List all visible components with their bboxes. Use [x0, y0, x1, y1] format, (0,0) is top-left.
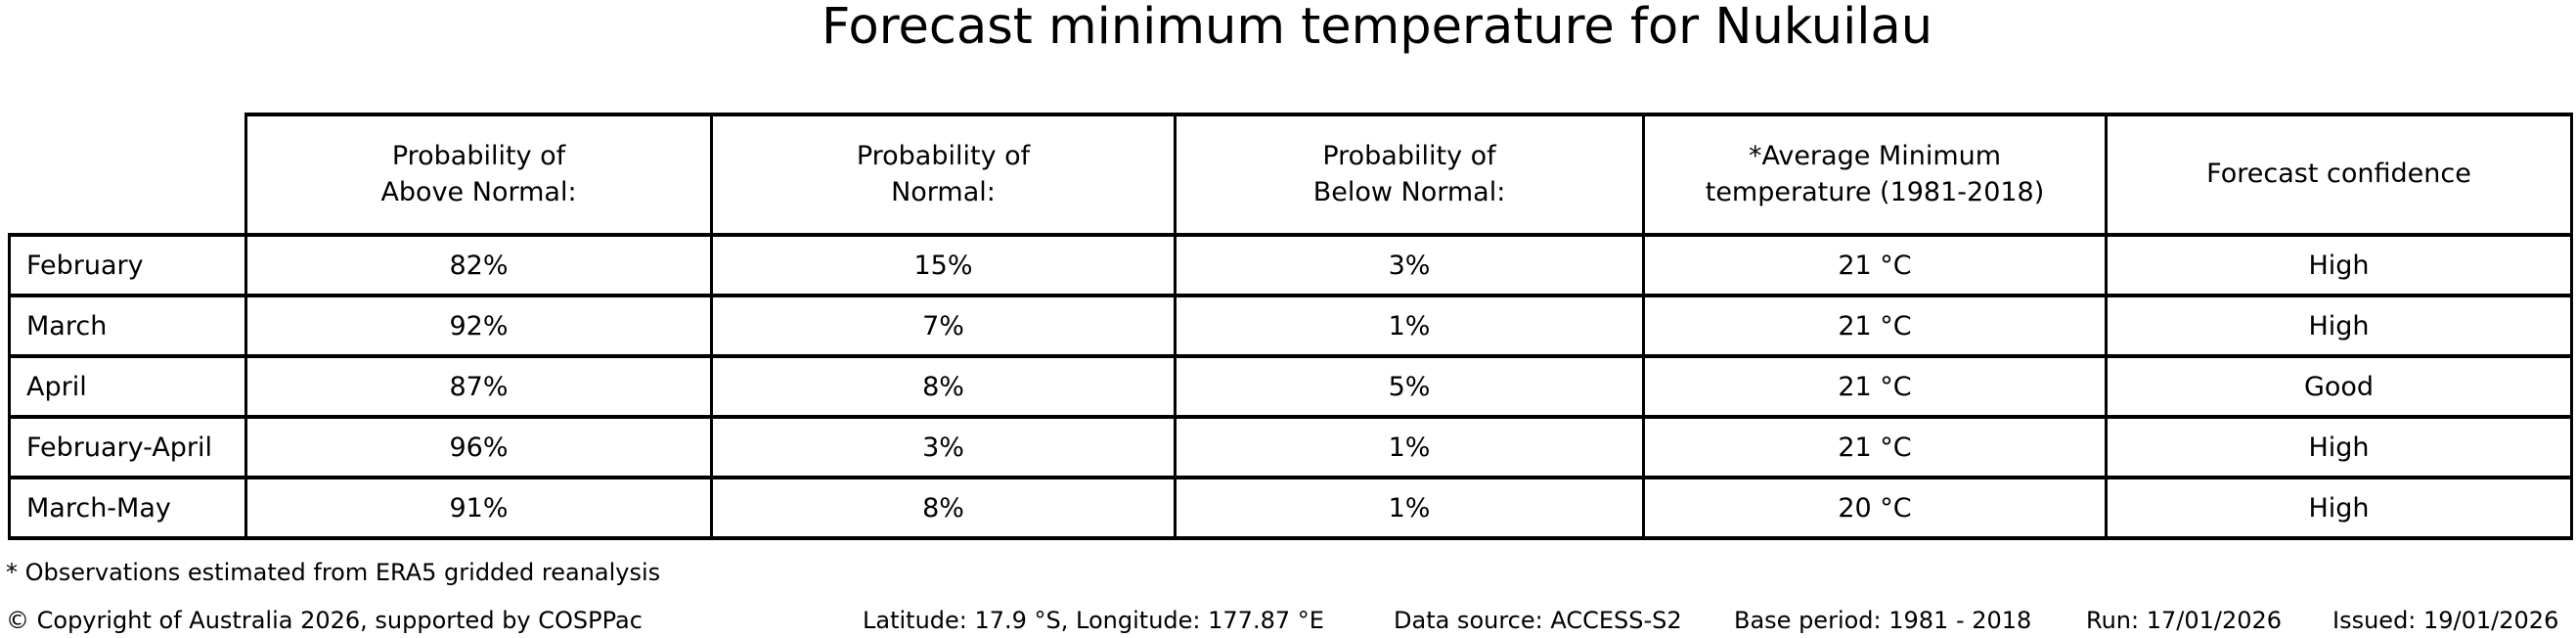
copyright-text: © Copyright of Australia 2026, supported…: [6, 607, 643, 634]
table-cell: 5%: [1174, 354, 1645, 419]
table-cell: 82%: [244, 233, 713, 297]
footnote: * Observations estimated from ERA5 gridd…: [6, 559, 661, 586]
table-cell: High: [2105, 476, 2573, 540]
table-cell: 21 °C: [1642, 415, 2108, 479]
table-row-march-may: March-May 91% 8% 1% 20 °C High: [8, 476, 2573, 540]
table-cell: 20 °C: [1642, 476, 2108, 540]
row-label: February: [8, 233, 247, 297]
issued-date-text: Issued: 19/01/2026: [2332, 607, 2559, 634]
table-cell: 1%: [1174, 476, 1645, 540]
table-cell: 21 °C: [1642, 233, 2108, 297]
row-label: March: [8, 294, 247, 358]
table-cell: 7%: [710, 294, 1177, 358]
table-cell: High: [2105, 415, 2573, 479]
row-label: February-April: [8, 415, 247, 479]
table-cell: 21 °C: [1642, 354, 2108, 419]
corner-cell: [10, 114, 246, 235]
forecast-table: Probability of Above Normal: Probability…: [8, 113, 2573, 540]
chart-title: Forecast minimum temperature for Nukuila…: [821, 0, 1933, 56]
table-cell: 8%: [710, 354, 1177, 419]
column-header-below-normal: Probability of Below Normal:: [1174, 113, 1645, 237]
table-cell: 3%: [710, 415, 1177, 479]
table-cell: High: [2105, 233, 2573, 297]
base-period-text: Base period: 1981 - 2018: [1734, 607, 2032, 634]
run-date-text: Run: 17/01/2026: [2086, 607, 2283, 634]
table-cell: High: [2105, 294, 2573, 358]
row-label: April: [8, 354, 247, 419]
table-cell: 1%: [1174, 294, 1645, 358]
table-cell: 1%: [1174, 415, 1645, 479]
column-header-average-minimum: *Average Minimum temperature (1981-2018): [1642, 113, 2108, 237]
table-header-row: Probability of Above Normal: Probability…: [10, 113, 2573, 237]
table-cell: 91%: [244, 476, 713, 540]
table-cell: 87%: [244, 354, 713, 419]
table-cell: 96%: [244, 415, 713, 479]
column-header-normal: Probability of Normal:: [710, 113, 1177, 237]
table-row-march: March 92% 7% 1% 21 °C High: [8, 294, 2573, 358]
table-cell: 3%: [1174, 233, 1645, 297]
table-cell: 21 °C: [1642, 294, 2108, 358]
table-cell: 15%: [710, 233, 1177, 297]
column-header-confidence: Forecast confidence: [2105, 113, 2573, 237]
table-row-april: April 87% 8% 5% 21 °C Good: [8, 354, 2573, 419]
location-text: Latitude: 17.9 °S, Longitude: 177.87 °E: [863, 607, 1324, 634]
table-cell: 92%: [244, 294, 713, 358]
row-label: March-May: [8, 476, 247, 540]
table-row-february-april: February-April 96% 3% 1% 21 °C High: [8, 415, 2573, 479]
column-header-above-normal: Probability of Above Normal:: [244, 113, 713, 237]
table-row-february: February 82% 15% 3% 21 °C High: [8, 233, 2573, 297]
data-source-text: Data source: ACCESS-S2: [1394, 607, 1682, 634]
table-cell: Good: [2105, 354, 2573, 419]
table-cell: 8%: [710, 476, 1177, 540]
